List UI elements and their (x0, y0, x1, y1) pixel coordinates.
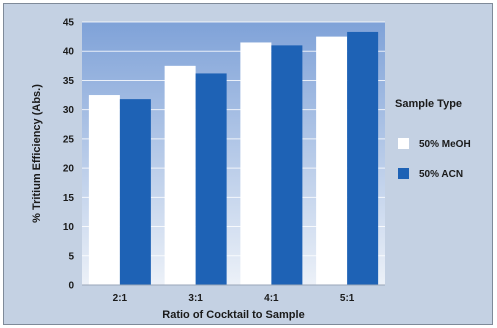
bar-50-acn-3-1 (195, 73, 227, 285)
x-tick-label: 5:1 (340, 293, 355, 304)
bar-50-meoh-2-1 (88, 95, 120, 285)
bars (88, 31, 379, 286)
y-tick-label: 0 (68, 281, 74, 292)
y-tick-label: 30 (63, 105, 75, 116)
y-tick-label: 25 (63, 134, 75, 145)
bar-50-meoh-5-1 (316, 36, 348, 285)
x-tick-label: 3:1 (188, 293, 203, 304)
y-tick-label: 40 (63, 47, 75, 58)
x-tick-label: 4:1 (264, 293, 279, 304)
y-axis-title: % Tritium Efficiency (Abs.) (31, 84, 43, 223)
bar-50-meoh-3-1 (164, 65, 196, 285)
legend-swatch-50-meoh (398, 138, 409, 149)
bar-50-acn-5-1 (347, 31, 379, 285)
legend: Sample Type 50% MeOH 50% ACN (395, 98, 471, 180)
x-tick-label: 2:1 (113, 293, 128, 304)
legend-swatch-50-acn (398, 168, 409, 179)
y-tick-label: 15 (63, 193, 75, 204)
bar-50-acn-2-1 (119, 99, 151, 285)
y-tick-label: 5 (68, 251, 74, 262)
x-axis-title: Ratio of Cocktail to Sample (162, 309, 304, 321)
y-tick-label: 10 (63, 222, 75, 233)
axes: 0 5 10 15 20 25 30 35 40 45 2:1 3:1 4:1 5:1 (63, 18, 385, 304)
bar-50-acn-4-1 (271, 45, 303, 285)
legend-label-50-meoh: 50% MeOH (419, 139, 471, 150)
legend-label-50-acn: 50% ACN (419, 169, 463, 180)
bar-50-meoh-4-1 (240, 42, 272, 286)
y-tick-label: 20 (63, 164, 75, 175)
y-tick-label: 35 (63, 76, 75, 87)
y-tick-label: 45 (63, 18, 75, 29)
legend-title: Sample Type (395, 98, 462, 110)
